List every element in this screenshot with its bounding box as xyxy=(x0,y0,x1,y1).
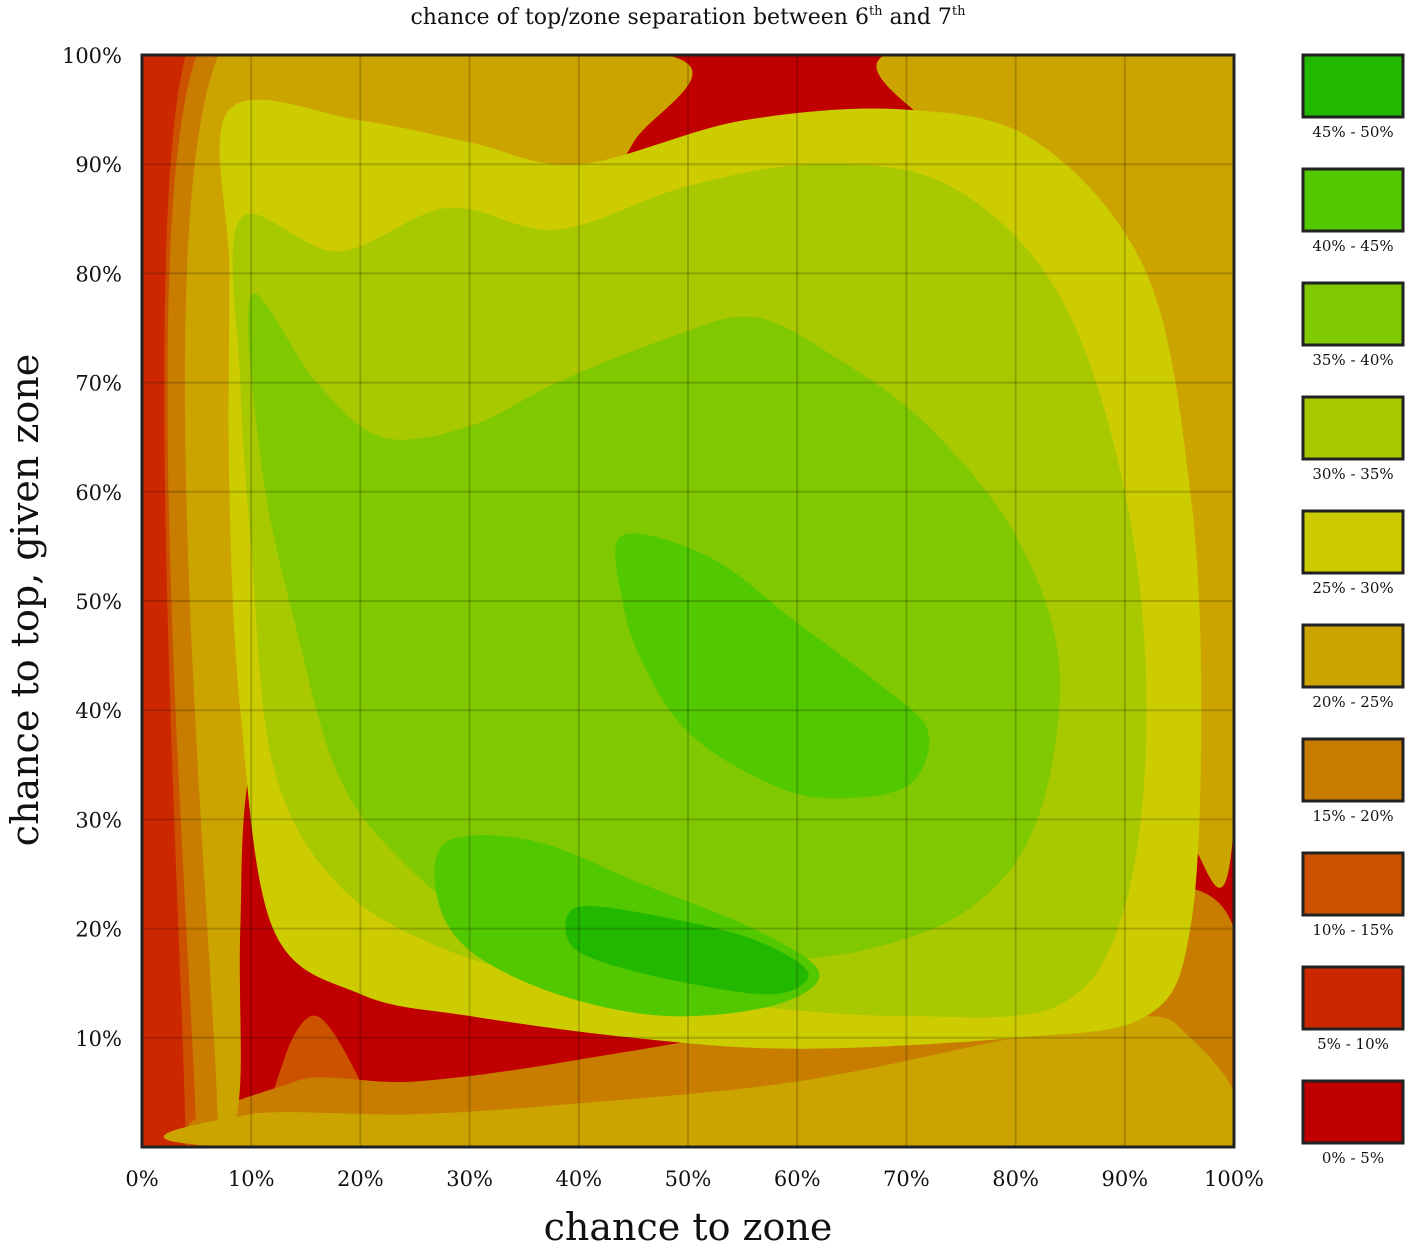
x-tick-labels: 0% 10% 20% 30% 40% 50% 60% 70% 80% 90% 100% xyxy=(125,1167,1264,1191)
x-tick-label: 60% xyxy=(774,1167,821,1191)
contour-region-19 xyxy=(565,905,809,995)
legend-swatch xyxy=(1301,1079,1405,1145)
chart-title: chance of top/zone separation between 6t… xyxy=(410,4,966,30)
legend-swatch xyxy=(1301,281,1405,347)
plot-frame xyxy=(140,53,1236,1149)
contour-regions xyxy=(142,55,1234,1147)
x-axis-label: chance to zone xyxy=(544,1205,833,1247)
legend-label: 15% - 20% xyxy=(1312,807,1393,825)
y-tick-label: 10% xyxy=(75,1027,122,1051)
legend-swatch xyxy=(1301,53,1405,119)
x-tick-label: 80% xyxy=(992,1167,1039,1191)
legend-label: 5% - 10% xyxy=(1317,1035,1389,1053)
legend-label: 10% - 15% xyxy=(1312,921,1393,939)
grid-lines xyxy=(142,55,1234,1147)
x-tick-label: 10% xyxy=(228,1167,275,1191)
y-tick-label: 30% xyxy=(75,808,122,832)
y-tick-label: 60% xyxy=(75,481,122,505)
legend-swatch xyxy=(1301,395,1405,461)
x-tick-label: 90% xyxy=(1101,1167,1148,1191)
legend: 45% - 50% 40% - 45% 35% - 40% 30% - 35% 25% … xyxy=(1301,53,1405,1167)
legend-label: 40% - 45% xyxy=(1312,237,1393,255)
x-tick-label: 70% xyxy=(883,1167,930,1191)
y-tick-label: 90% xyxy=(75,153,122,177)
legend-label: 0% - 5% xyxy=(1322,1149,1384,1167)
x-tick-label: 100% xyxy=(1204,1167,1264,1191)
legend-swatch xyxy=(1301,623,1405,689)
plot-area xyxy=(140,53,1236,1149)
x-tick-label: 20% xyxy=(337,1167,384,1191)
contour-region-17 xyxy=(615,533,930,799)
y-tick-label: 70% xyxy=(75,372,122,396)
y-axis-label: chance to top, given zone xyxy=(3,354,47,846)
x-tick-label: 40% xyxy=(555,1167,602,1191)
x-tick-label: 0% xyxy=(125,1167,158,1191)
y-tick-labels: 100% 90% 80% 70% 60% 50% 40% 30% 20% 10% xyxy=(62,44,122,1051)
legend-swatch xyxy=(1301,509,1405,575)
legend-swatch xyxy=(1301,167,1405,233)
legend-label: 20% - 25% xyxy=(1312,693,1393,711)
y-tick-label: 40% xyxy=(75,699,122,723)
legend-label: 30% - 35% xyxy=(1312,465,1393,483)
y-tick-label: 20% xyxy=(75,918,122,942)
legend-label: 35% - 40% xyxy=(1312,351,1393,369)
contour-region-13 xyxy=(163,1016,1234,1147)
legend-swatch xyxy=(1301,851,1405,917)
legend-label: 25% - 30% xyxy=(1312,579,1393,597)
y-tick-label: 100% xyxy=(62,44,122,68)
x-tick-label: 50% xyxy=(665,1167,712,1191)
y-tick-label: 80% xyxy=(75,262,122,286)
y-tick-label: 50% xyxy=(75,590,122,614)
legend-swatch xyxy=(1301,965,1405,1031)
legend-label: 45% - 50% xyxy=(1312,123,1393,141)
x-tick-label: 30% xyxy=(446,1167,493,1191)
legend-swatch xyxy=(1301,737,1405,803)
